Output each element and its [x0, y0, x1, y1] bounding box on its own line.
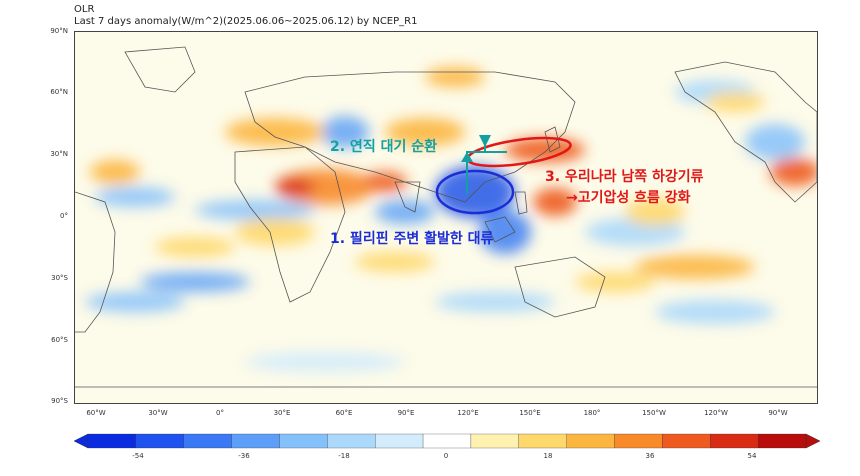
lat-label: 90°N [50, 27, 68, 35]
colorbar-cells [74, 433, 820, 449]
lon-label: 90°W [768, 409, 788, 417]
lat-label: 30°N [50, 150, 68, 158]
colorbar-cell [375, 433, 424, 449]
lon-label: 120°E [457, 409, 479, 417]
convection-circle [435, 169, 515, 215]
lat-label: 0° [60, 212, 68, 220]
annotation-shapes [435, 135, 572, 215]
colorbar-extend-high [805, 433, 820, 449]
colorbar-cell [183, 433, 232, 449]
colorbar-cell [231, 433, 280, 449]
colorbar-cell [518, 433, 567, 449]
colorbar-cell [614, 433, 663, 449]
chart-subtitle: Last 7 days anomaly(W/m^2)(2025.06.06~20… [74, 16, 418, 27]
annotation-descent-line2: →고기압성 흐름 강화 [566, 190, 691, 206]
colorbar-cell [279, 433, 328, 449]
map-panel [74, 31, 818, 404]
lat-label: 60°N [50, 88, 68, 96]
colorbar-cell [710, 433, 759, 449]
lon-label: 30°W [148, 409, 168, 417]
colorbar-cell [662, 433, 711, 449]
colorbar-cell [566, 433, 615, 449]
lon-label: 60°W [86, 409, 106, 417]
anomaly-field [85, 67, 817, 372]
colorbar-tick: -36 [238, 452, 250, 460]
lon-label: 30°E [273, 409, 291, 417]
colorbar-cell [470, 433, 519, 449]
colorbar-cell [422, 433, 472, 449]
colorbar [74, 433, 820, 449]
lon-label: 90°E [397, 409, 415, 417]
colorbar-tick: 18 [543, 452, 553, 460]
anomaly-map [75, 32, 817, 403]
annotation-descent-line1: 3. 우리나라 남쪽 하강기류 [545, 169, 704, 185]
lon-label: 180° [583, 409, 601, 417]
colorbar-tick: -54 [132, 452, 144, 460]
lon-label: 150°W [642, 409, 666, 417]
lon-label: 150°E [519, 409, 541, 417]
lon-label: 120°W [704, 409, 728, 417]
colorbar-tick: -18 [338, 452, 350, 460]
colorbar-tick: 0 [443, 452, 449, 460]
lon-label: 60°E [335, 409, 353, 417]
colorbar-cell [135, 433, 184, 449]
colorbar-tick: 54 [747, 452, 757, 460]
chart-title: OLR [74, 4, 95, 15]
annotation-convection: 1. 필리핀 주변 활발한 대류 [330, 231, 494, 247]
colorbar-tick: 36 [645, 452, 655, 460]
lat-label: 60°S [51, 336, 68, 344]
lon-label: 0° [216, 409, 224, 417]
colorbar-cell [87, 433, 137, 449]
colorbar-extend-low [74, 433, 89, 449]
lat-label: 90°S [51, 397, 68, 405]
land-outlines [75, 46, 817, 388]
annotation-circulation: 2. 연직 대기 순환 [330, 139, 437, 155]
lat-label: 30°S [51, 274, 68, 282]
colorbar-cell [327, 433, 376, 449]
colorbar-cell [757, 433, 807, 449]
